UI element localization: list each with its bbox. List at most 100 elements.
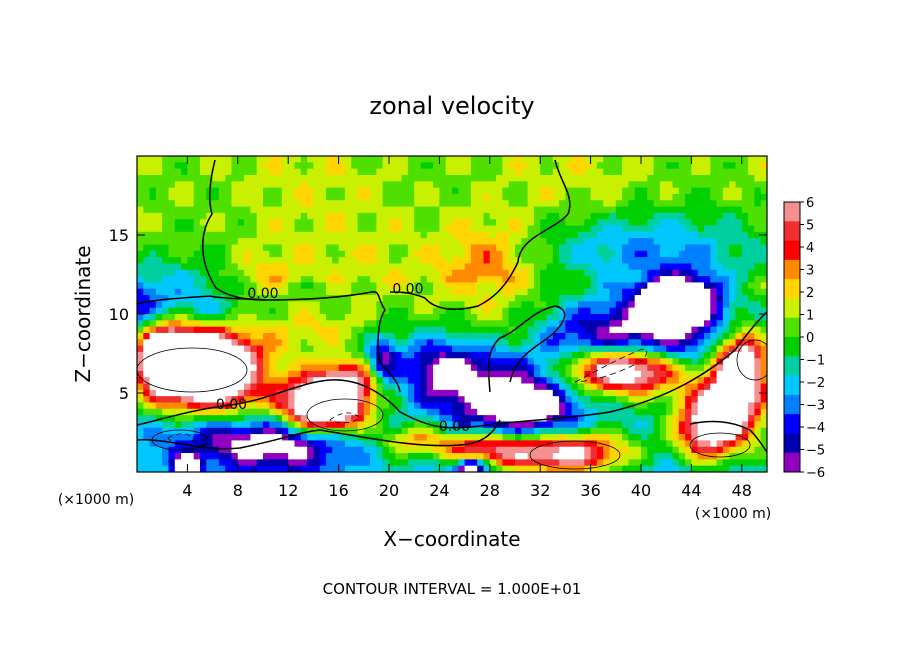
heatmap-cell <box>181 225 188 233</box>
heatmap-cell <box>666 339 674 347</box>
heatmap-cell <box>181 415 188 423</box>
heatmap-cell <box>546 364 554 372</box>
heatmap-cell <box>760 225 767 233</box>
heatmap-cell <box>338 307 346 315</box>
heatmap-cell <box>754 301 762 309</box>
heatmap-cell <box>187 200 195 208</box>
heatmap-cell <box>389 421 396 429</box>
heatmap-cell <box>300 465 308 472</box>
heatmap-cell <box>697 295 705 302</box>
heatmap-cell <box>697 465 705 472</box>
heatmap-cell <box>603 446 611 454</box>
heatmap-cell <box>659 326 667 334</box>
heatmap-cell <box>470 332 478 340</box>
heatmap-cell <box>596 326 604 334</box>
heatmap-cell <box>609 307 617 315</box>
heatmap-cell <box>206 415 214 423</box>
heatmap-cell <box>288 332 296 340</box>
heatmap-cell <box>748 453 755 460</box>
heatmap-cell <box>571 156 579 163</box>
heatmap-cell <box>578 364 585 372</box>
heatmap-cell <box>748 370 755 378</box>
heatmap-cell <box>376 181 384 189</box>
heatmap-cell <box>659 396 667 404</box>
heatmap-cell <box>464 307 472 315</box>
heatmap-cell <box>357 377 365 385</box>
heatmap-cell <box>187 402 195 410</box>
heatmap-cell <box>603 453 611 460</box>
heatmap-cell <box>351 282 359 290</box>
heatmap-cell <box>666 377 674 385</box>
heatmap-cell <box>206 402 214 410</box>
heatmap-cell <box>439 263 447 271</box>
heatmap-cell <box>628 244 636 252</box>
heatmap-cell <box>603 257 611 265</box>
heatmap-cell <box>760 200 767 208</box>
heatmap-cell <box>603 351 611 359</box>
heatmap-cell <box>628 307 636 315</box>
heatmap-cell <box>470 174 478 182</box>
heatmap-cell <box>704 219 711 227</box>
heatmap-cell <box>533 174 541 182</box>
heatmap-cell <box>489 377 497 385</box>
heatmap-cell <box>344 257 352 265</box>
heatmap-cell <box>149 339 157 347</box>
heatmap-cell <box>527 282 535 290</box>
heatmap-cell <box>332 377 340 385</box>
heatmap-cell <box>559 168 566 176</box>
heatmap-cell <box>515 168 522 176</box>
heatmap-cell <box>704 231 711 239</box>
heatmap-cell <box>710 364 718 372</box>
heatmap-cell <box>137 244 144 252</box>
heatmap-cell <box>433 415 440 423</box>
heatmap-cell <box>691 193 699 201</box>
heatmap-cell <box>237 212 245 220</box>
heatmap-cell <box>578 408 585 416</box>
heatmap-cell <box>275 326 283 334</box>
heatmap-cell <box>716 250 724 258</box>
heatmap-cell <box>370 415 377 423</box>
heatmap-cell <box>237 389 245 397</box>
heatmap-cell <box>622 339 629 347</box>
heatmap-cell <box>508 307 516 315</box>
heatmap-cell <box>155 314 163 321</box>
heatmap-cell <box>477 446 485 454</box>
heatmap-cell <box>634 389 642 397</box>
heatmap-cell <box>363 408 371 416</box>
heatmap-cell <box>231 434 239 441</box>
heatmap-cell <box>313 187 321 195</box>
heatmap-cell <box>433 181 440 189</box>
heatmap-cell <box>458 320 466 328</box>
heatmap-cell <box>344 174 352 182</box>
heatmap-cell <box>483 187 491 195</box>
heatmap-cell <box>389 225 396 233</box>
heatmap-cell <box>382 326 390 334</box>
heatmap-cell <box>143 314 151 321</box>
heatmap-cell <box>414 446 422 454</box>
heatmap-cell <box>489 389 497 397</box>
heatmap-cell <box>754 187 762 195</box>
heatmap-cell <box>489 193 497 201</box>
heatmap-cell <box>622 225 629 233</box>
heatmap-cell <box>722 459 730 467</box>
heatmap-cell <box>647 276 655 283</box>
heatmap-cell <box>313 219 321 227</box>
heatmap-cell <box>344 206 352 214</box>
heatmap-cell <box>716 181 724 189</box>
heatmap-cell <box>552 339 560 347</box>
heatmap-cell <box>615 320 623 328</box>
heatmap-cell <box>193 156 201 163</box>
heatmap-cell <box>143 295 151 302</box>
heatmap-cell <box>559 396 566 404</box>
heatmap-cell <box>452 231 459 239</box>
heatmap-cell <box>256 206 264 214</box>
heatmap-cell <box>477 415 485 423</box>
heatmap-cell <box>426 434 434 441</box>
heatmap-cell <box>326 307 333 315</box>
heatmap-cell <box>395 206 403 214</box>
heatmap-cell <box>515 332 522 340</box>
heatmap-cell <box>181 345 188 353</box>
heatmap-cell <box>603 187 611 195</box>
heatmap-cell <box>382 288 390 296</box>
heatmap-cell <box>641 440 648 448</box>
